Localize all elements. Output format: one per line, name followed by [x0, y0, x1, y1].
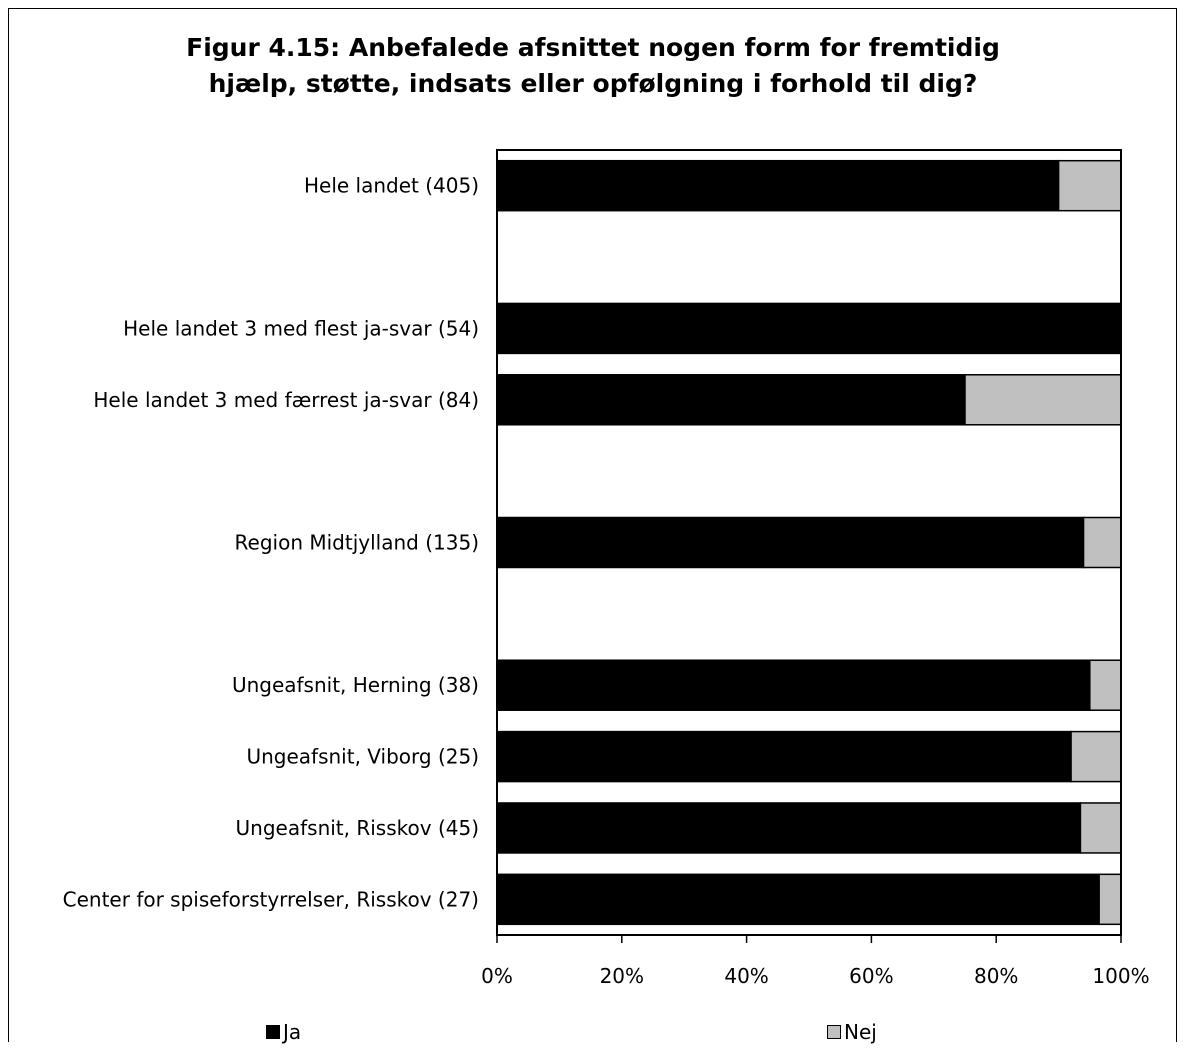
bar-nej-7: [1089, 659, 1122, 711]
x-tick-label-1: 20%: [600, 964, 644, 988]
category-label-9: Ungeafsnit, Risskov (45): [236, 816, 479, 840]
legend-swatch-ja: [266, 1025, 280, 1039]
chart-frame: [8, 8, 1177, 1042]
bar-nej-10: [1098, 873, 1122, 926]
x-tick-label-2: 40%: [724, 964, 768, 988]
bar-ja-7: [496, 659, 1091, 711]
chart-title-line-1: Figur 4.15: Anbefalede afsnittet nogen f…: [186, 33, 1000, 62]
bar-nej-0: [1057, 159, 1122, 212]
category-label-10: Center for spiseforstyrrelser, Risskov (…: [63, 887, 479, 911]
legend: Ja Nej: [0, 1020, 1186, 1046]
legend-label-ja: Ja: [283, 1020, 302, 1044]
category-label-0: Hele landet (405): [304, 174, 479, 198]
bar-nej-8: [1070, 730, 1122, 783]
chart-title: Figur 4.15: Anbefalede afsnittet nogen f…: [0, 30, 1186, 102]
legend-label-nej: Nej: [844, 1020, 877, 1044]
bar-ja-9: [496, 802, 1082, 854]
legend-item-ja: Ja: [266, 1020, 301, 1044]
x-tick-label-0: 0%: [481, 964, 513, 988]
x-tick-label-4: 80%: [974, 964, 1018, 988]
bar-nej-3: [964, 374, 1122, 426]
bar-ja-8: [496, 730, 1072, 783]
bar-nej-5: [1082, 516, 1122, 569]
category-label-3: Hele landet 3 med færrest ja-svar (84): [93, 388, 479, 412]
plot-area: Hele landet (405) Hele landet 3 med flest…: [63, 149, 1150, 988]
bar-ja-10: [496, 873, 1100, 926]
chart-title-line-2: hjælp, støtte, indsats eller opfølgning …: [208, 69, 978, 98]
bar-ja-3: [496, 374, 966, 426]
category-label-7: Ungeafsnit, Herning (38): [232, 673, 479, 697]
category-label-5: Region Midtjylland (135): [235, 531, 479, 555]
category-label-2: Hele landet 3 med flest ja-svar (54): [123, 316, 479, 340]
bar-ja-2: [496, 302, 1122, 355]
legend-item-nej: Nej: [827, 1020, 877, 1044]
bar-nej-9: [1079, 802, 1122, 854]
bar-ja-5: [496, 516, 1085, 569]
bar-ja-0: [496, 159, 1060, 212]
category-label-8: Ungeafsnit, Viborg (25): [246, 745, 479, 769]
x-tick-label-5: 100%: [1092, 964, 1149, 988]
plot-border: [496, 149, 1122, 936]
x-tick-label-3: 60%: [849, 964, 893, 988]
legend-swatch-nej: [827, 1025, 841, 1039]
